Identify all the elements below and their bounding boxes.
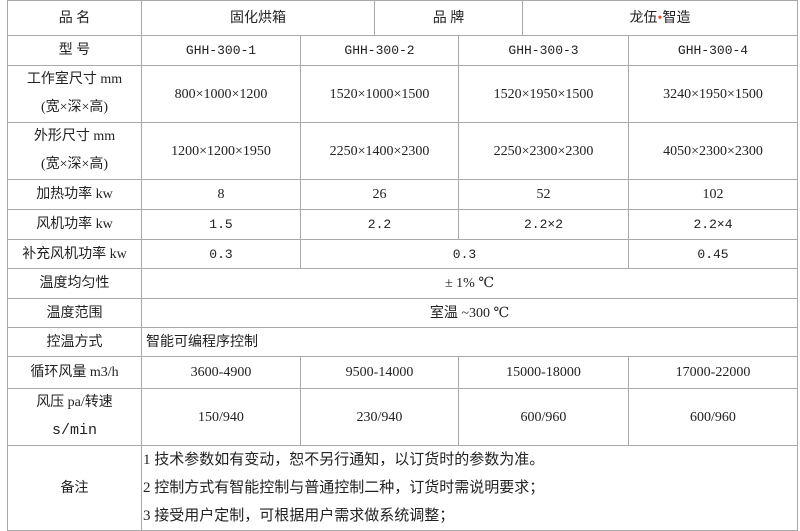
brand-value: 龙伍•智造 (522, 0, 798, 36)
airflow-1: 3600-4900 (141, 356, 301, 389)
airflow-4: 17000-22000 (628, 356, 798, 389)
brand-part-2: 智造 (662, 10, 691, 26)
row-control: 控温方式 智能可编程序控制 (7, 327, 798, 357)
outer-label: 外形尺寸 mm (宽×深×高) (7, 122, 142, 180)
row-aux-fan: 补充风机功率 kw 0.3 0.3 0.45 (7, 239, 798, 269)
chamber-3: 1520×1950×1500 (458, 65, 629, 123)
range-label: 温度范围 (7, 298, 142, 328)
aux-fan-4: 0.45 (628, 239, 798, 269)
row-chamber: 工作室尺寸 mm (宽×深×高) 800×1000×1200 1520×1000×… (7, 65, 798, 123)
pressure-label-1: 风压 pa/转速 (36, 395, 113, 410)
range-value: 室温 ~300 ℃ (141, 298, 798, 328)
airflow-3: 15000-18000 (458, 356, 629, 389)
fan-3: 2.2×2 (458, 209, 629, 240)
airflow-label: 循环风量 m3/h (7, 356, 142, 389)
model-3: GHH-300-3 (458, 35, 629, 66)
row-product: 品 名 固化烘箱 品 牌 龙伍•智造 (7, 0, 798, 36)
fan-1: 1.5 (141, 209, 301, 240)
pressure-4: 600/960 (628, 388, 798, 446)
fan-4: 2.2×4 (628, 209, 798, 240)
note-2: 2 控制方式有智能控制与普通控制二种，订货时需说明要求； (143, 480, 545, 496)
pressure-2: 230/940 (300, 388, 459, 446)
model-2: GHH-300-2 (300, 35, 459, 66)
brand-part-1: 龙伍 (629, 10, 658, 26)
row-fan: 风机功率 kw 1.5 2.2 2.2×2 2.2×4 (7, 209, 798, 240)
brand-label: 品 牌 (374, 0, 523, 36)
pressure-1: 150/940 (141, 388, 301, 446)
fan-label: 风机功率 kw (7, 209, 142, 240)
notes-label: 备注 (7, 445, 142, 531)
airflow-2: 9500-14000 (300, 356, 459, 389)
pressure-label: 风压 pa/转速 s/min (7, 388, 142, 446)
heating-2: 26 (300, 179, 459, 210)
outer-1: 1200×1200×1950 (141, 122, 301, 180)
row-outer: 外形尺寸 mm (宽×深×高) 1200×1200×1950 2250×1400×… (7, 122, 798, 180)
model-4: GHH-300-4 (628, 35, 798, 66)
outer-4: 4050×2300×2300 (628, 122, 798, 180)
fan-2: 2.2 (300, 209, 459, 240)
heating-label: 加热功率 kw (7, 179, 142, 210)
heating-1: 8 (141, 179, 301, 210)
note-3: 3 接受用户定制，可根据用户需求做系统调整； (143, 508, 455, 524)
chamber-label: 工作室尺寸 mm (宽×深×高) (7, 65, 142, 123)
aux-fan-label: 补充风机功率 kw (7, 239, 142, 269)
chamber-1: 800×1000×1200 (141, 65, 301, 123)
control-value: 智能可编程序控制 (141, 327, 798, 357)
model-1: GHH-300-1 (141, 35, 301, 66)
chamber-2: 1520×1000×1500 (300, 65, 459, 123)
heating-3: 52 (458, 179, 629, 210)
pressure-label-2: s/min (51, 422, 97, 439)
uniformity-label: 温度均匀性 (7, 268, 142, 299)
row-pressure: 风压 pa/转速 s/min 150/940 230/940 600/960 60… (7, 388, 798, 446)
aux-fan-2-3: 0.3 (300, 239, 629, 269)
row-notes: 备注 1 技术参数如有变动，恕不另行通知，以订货时的参数为准。 2 控制方式有智… (7, 445, 798, 531)
pressure-3: 600/960 (458, 388, 629, 446)
aux-fan-1: 0.3 (141, 239, 301, 269)
uniformity-value: ± 1% ℃ (141, 268, 798, 299)
row-model: 型 号 GHH-300-1 GHH-300-2 GHH-300-3 GHH-30… (7, 35, 798, 66)
product-name-label: 品 名 (7, 0, 142, 36)
row-uniformity: 温度均匀性 ± 1% ℃ (7, 268, 798, 299)
control-label: 控温方式 (7, 327, 142, 357)
model-label: 型 号 (7, 35, 142, 66)
outer-3: 2250×2300×2300 (458, 122, 629, 180)
spec-table: 品 名 固化烘箱 品 牌 龙伍•智造 型 号 GHH-300-1 GHH-300… (7, 0, 798, 531)
notes-content: 1 技术参数如有变动，恕不另行通知，以订货时的参数为准。 2 控制方式有智能控制… (141, 445, 798, 531)
note-1: 1 技术参数如有变动，恕不另行通知，以订货时的参数为准。 (143, 452, 545, 468)
outer-label-2: (宽×深×高) (40, 157, 109, 172)
row-heating: 加热功率 kw 8 26 52 102 (7, 179, 798, 210)
brand-separator: • (657, 10, 663, 26)
heating-4: 102 (628, 179, 798, 210)
outer-2: 2250×1400×2300 (300, 122, 459, 180)
chamber-label-2: (宽×深×高) (40, 100, 109, 115)
chamber-4: 3240×1950×1500 (628, 65, 798, 123)
chamber-label-1: 工作室尺寸 mm (26, 72, 123, 87)
row-airflow: 循环风量 m3/h 3600-4900 9500-14000 15000-180… (7, 356, 798, 389)
outer-label-1: 外形尺寸 mm (33, 129, 116, 144)
product-name-value: 固化烘箱 (141, 0, 375, 36)
row-range: 温度范围 室温 ~300 ℃ (7, 298, 798, 328)
